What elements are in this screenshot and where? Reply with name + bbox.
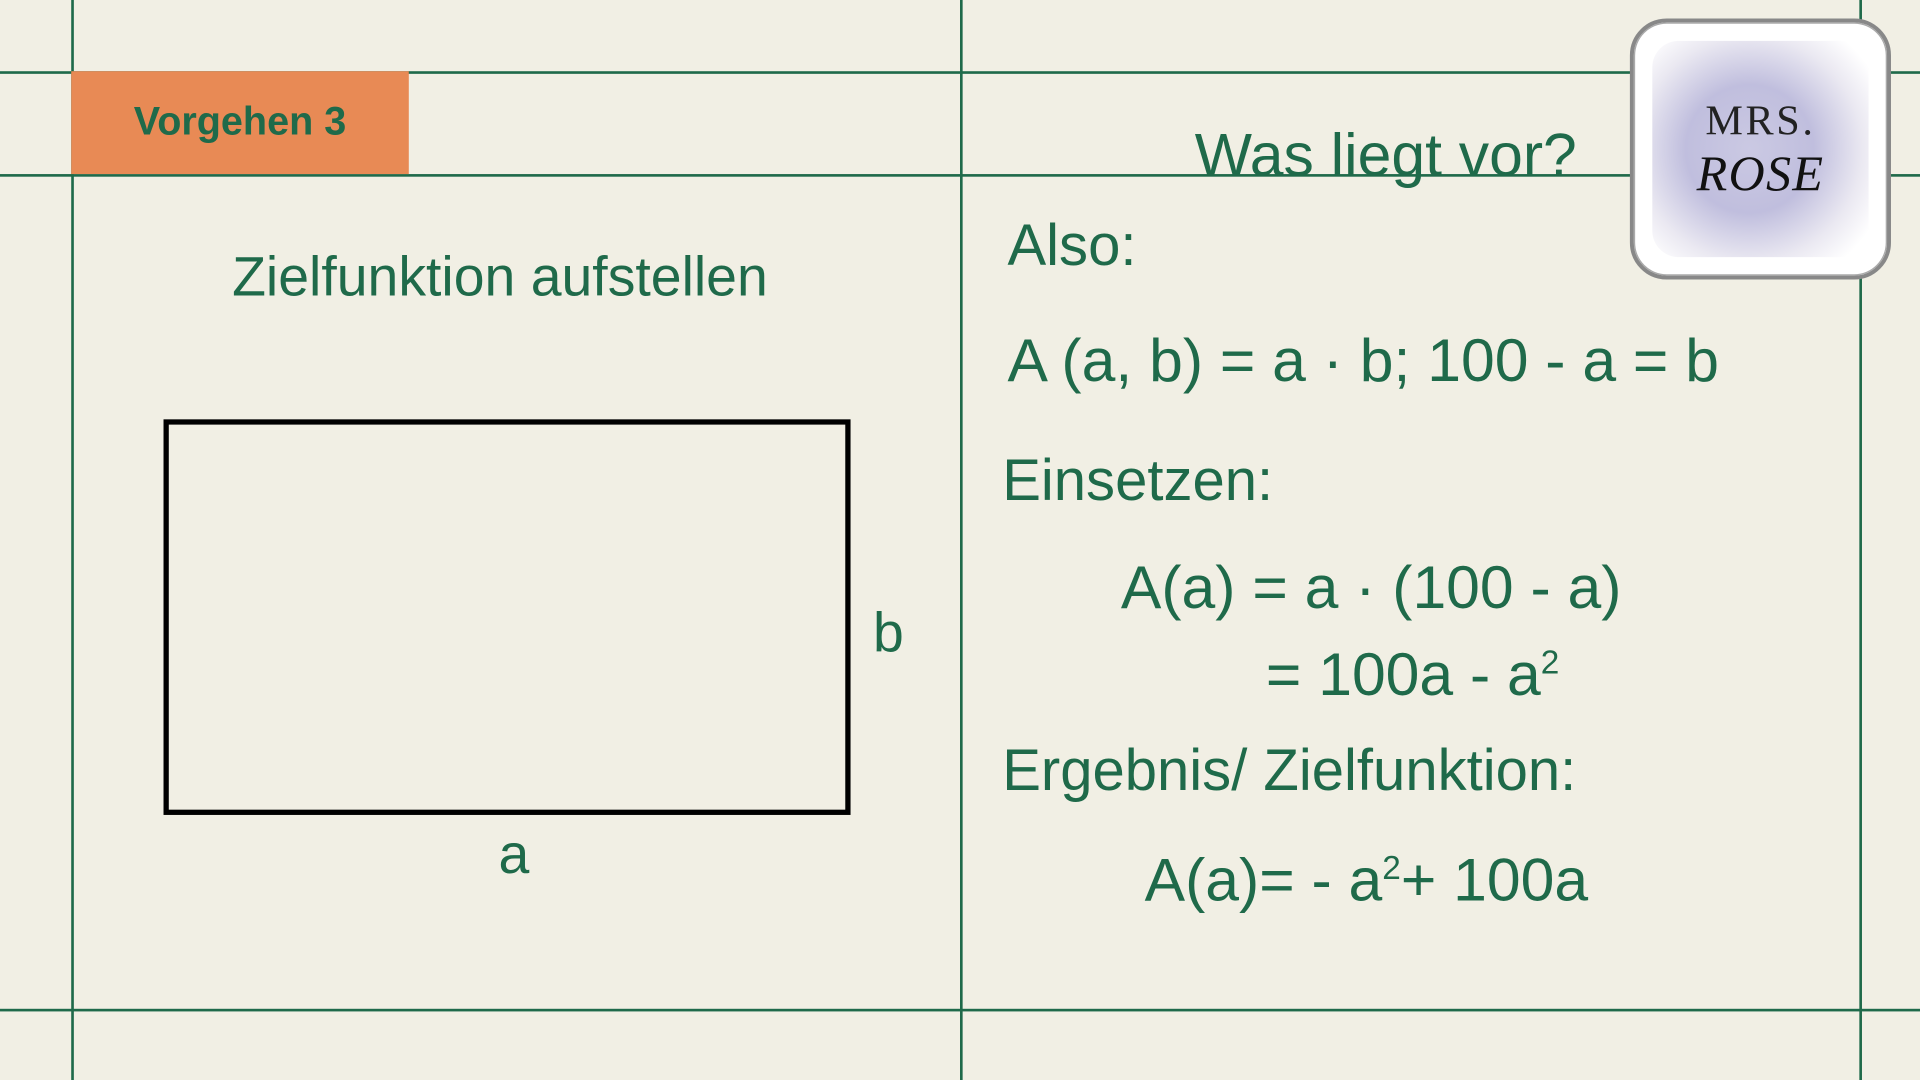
grid-vline xyxy=(960,0,963,1080)
math-line: Ergebnis/ Zielfunktion: xyxy=(1002,738,1576,804)
right-heading: Was liegt vor? xyxy=(1195,119,1577,190)
math-line: Also: xyxy=(1007,214,1136,280)
math-line: Einsetzen: xyxy=(1002,448,1273,514)
step-tag: Vorgehen 3 xyxy=(71,71,409,174)
rectangle-label-a: a xyxy=(498,823,529,886)
rectangle-diagram xyxy=(164,419,851,815)
rectangle-label-b: b xyxy=(873,601,904,664)
step-tag-label: Vorgehen 3 xyxy=(134,100,347,145)
left-heading: Zielfunktion aufstellen xyxy=(232,245,768,308)
logo-line1: MRS. xyxy=(1697,96,1825,145)
math-line: A (a, b) = a · b; 100 - a = b xyxy=(1007,324,1718,395)
logo-badge: MRS. ROSE xyxy=(1630,18,1891,279)
math-line: A(a) = a · (100 - a) xyxy=(1121,551,1622,622)
logo-line2: ROSE xyxy=(1697,144,1825,202)
math-line: = 100a - a2 xyxy=(1266,638,1559,709)
math-line: A(a)= - a2+ 100a xyxy=(1145,844,1588,915)
